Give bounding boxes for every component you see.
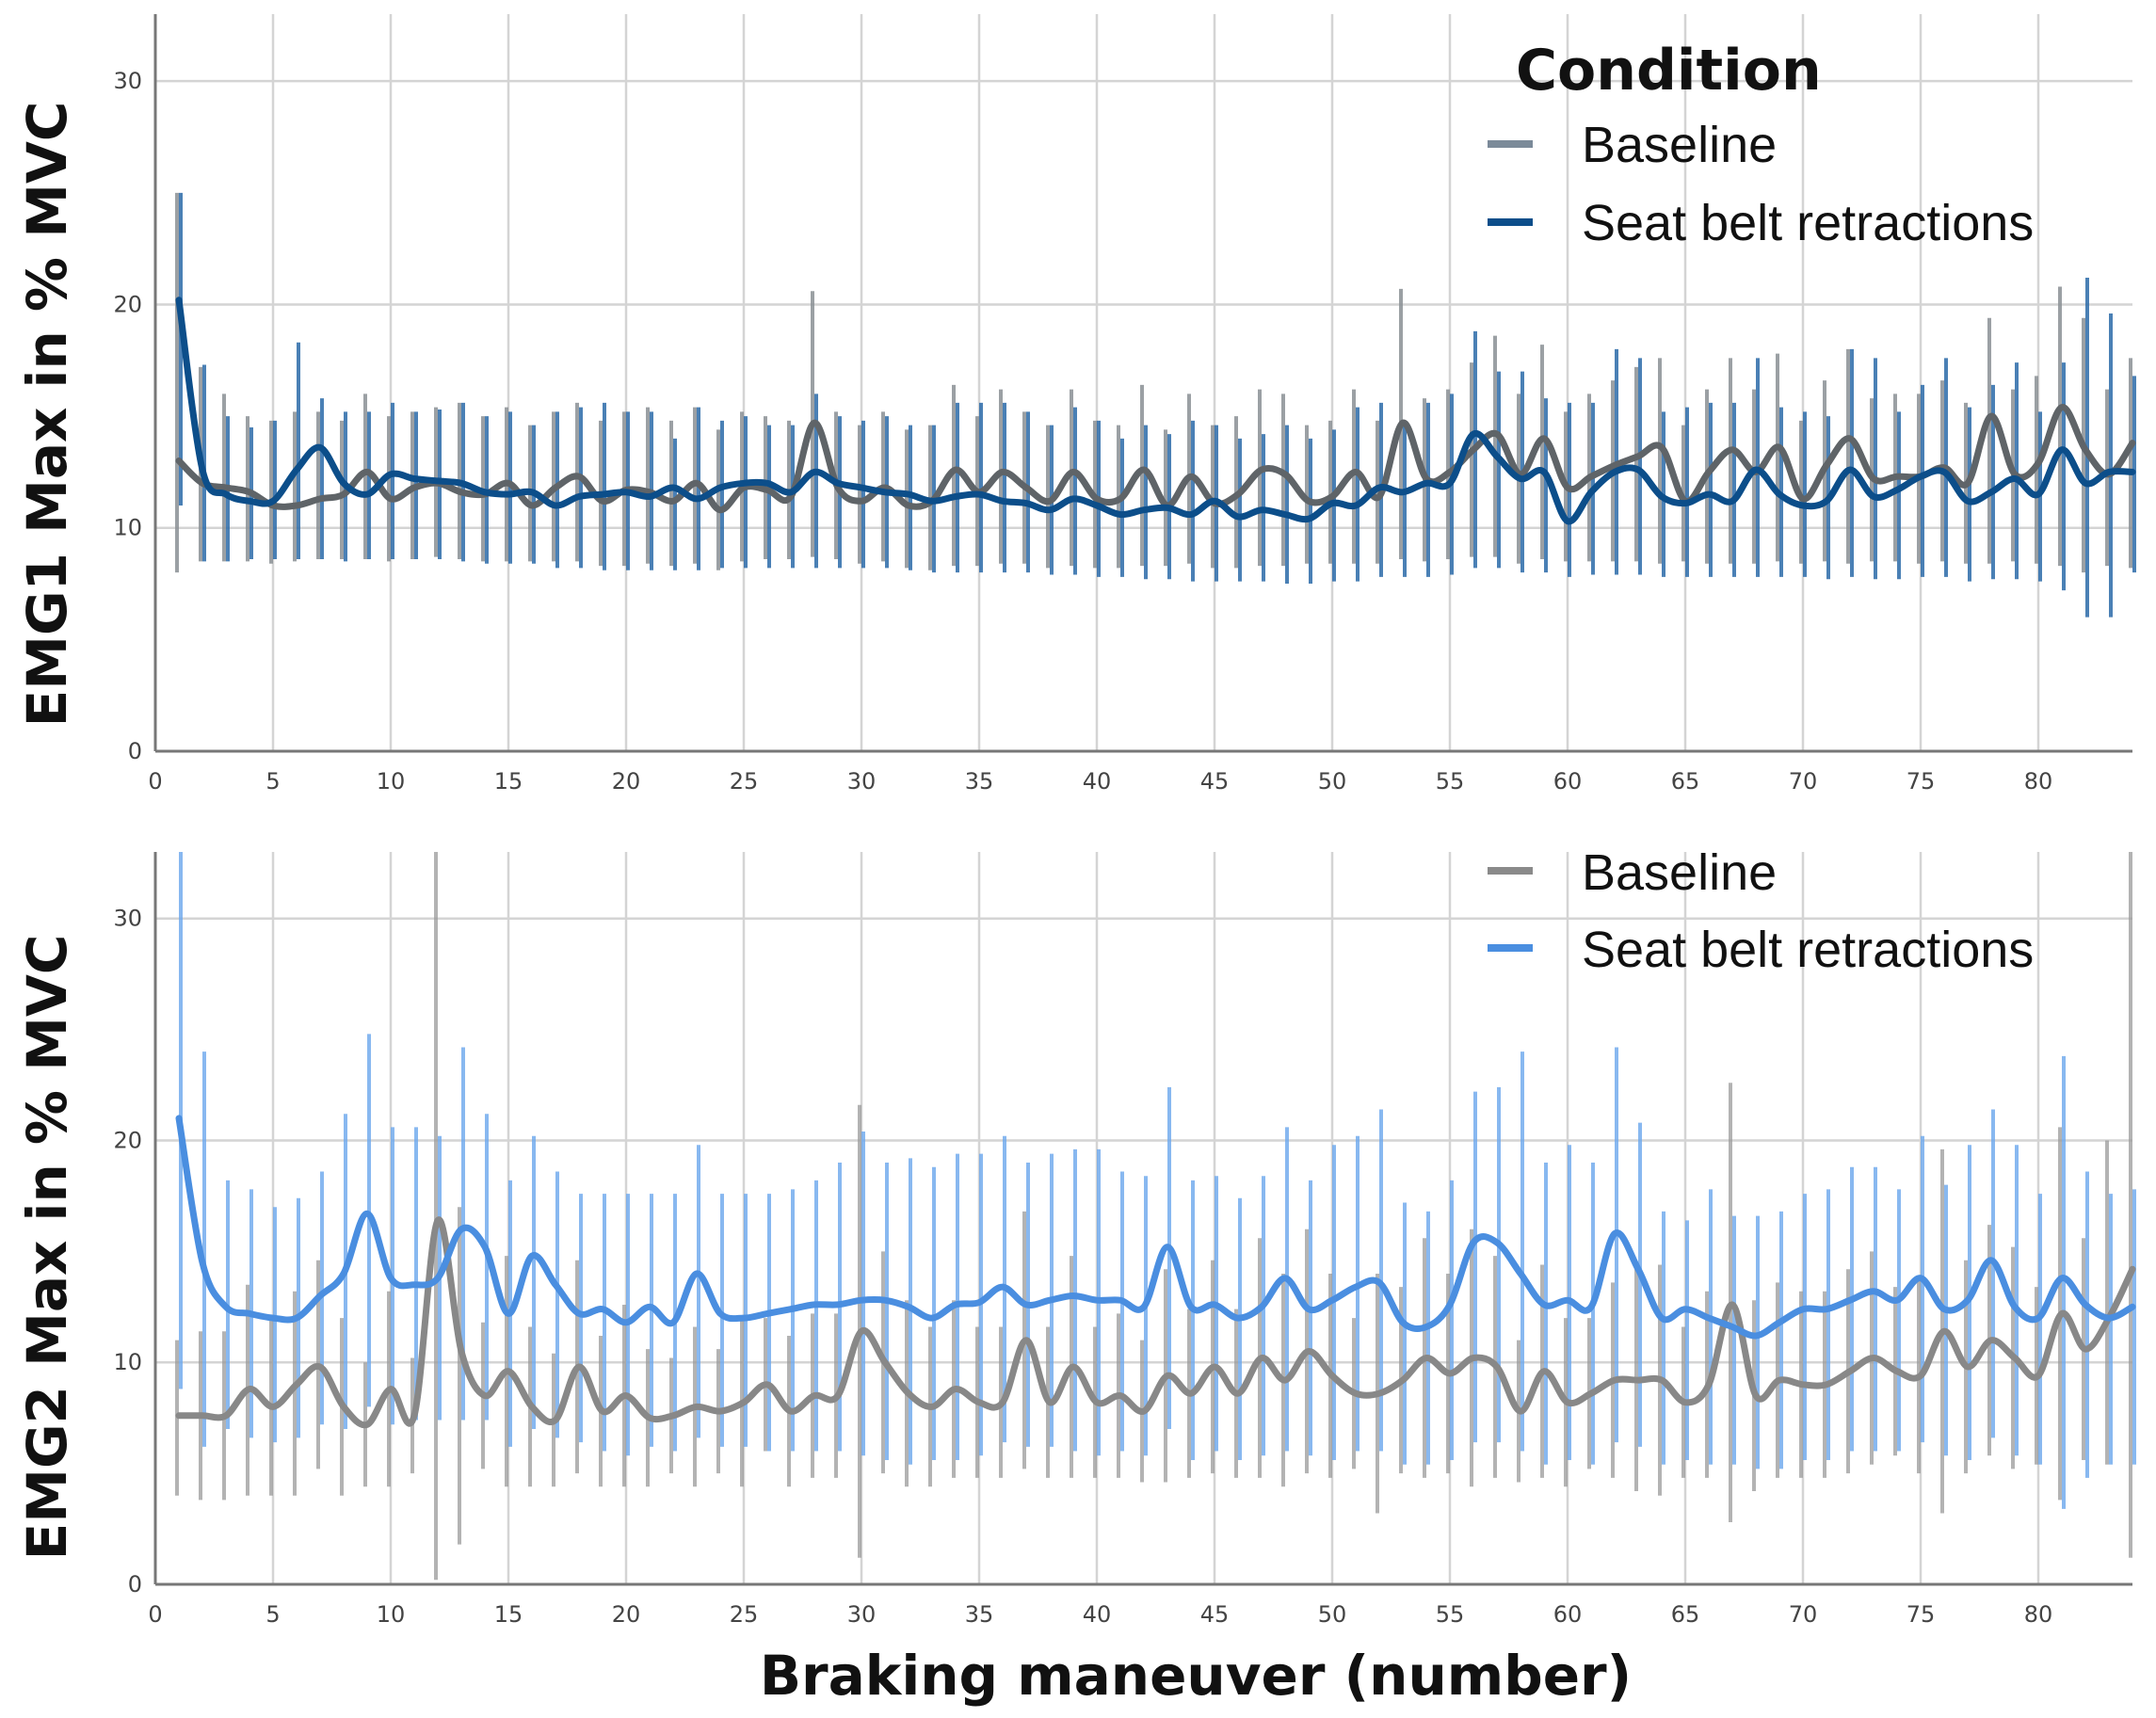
x-tick-label: 60	[1553, 768, 1583, 795]
series-line-seat-belt	[175, 297, 2136, 525]
x-tick-label: 80	[2024, 768, 2053, 795]
x-tick-label: 65	[1671, 1601, 1700, 1628]
x-tick-label: 75	[1907, 1601, 1936, 1628]
x-tick-label: 50	[1318, 1601, 1347, 1628]
x-tick-label: 5	[265, 768, 280, 795]
y-tick-label: 10	[113, 515, 142, 541]
legend-label-baseline: Baseline	[1582, 117, 1777, 173]
x-tick-label: 20	[612, 1601, 641, 1628]
x-tick-label: 10	[377, 1601, 406, 1628]
y-tick-label: 0	[128, 1571, 142, 1598]
x-tick-label: 60	[1553, 1601, 1583, 1628]
y-axis-label: EMG1 Max in % MVC	[15, 102, 79, 728]
x-tick-label: 65	[1671, 768, 1700, 795]
x-tick-label: 55	[1436, 768, 1465, 795]
error-bars	[175, 192, 2136, 618]
x-tick-label: 10	[377, 768, 406, 795]
x-tick-label: 80	[2024, 1601, 2053, 1628]
x-tick-label: 35	[965, 768, 994, 795]
series-line-seat-belt	[175, 1115, 2136, 1340]
x-tick-label: 0	[148, 1601, 162, 1628]
legend: Condition Baseline Seat belt retractions	[1488, 38, 2034, 251]
y-tick-labels: 0 10 20 30	[113, 906, 142, 1598]
legend-label-baseline: Baseline	[1582, 844, 1777, 901]
legend: Baseline Seat belt retractions	[1488, 844, 2034, 978]
y-axis-label: EMG2 Max in % MVC	[15, 935, 79, 1561]
legend-label-seat-belt: Seat belt retractions	[1582, 922, 2034, 978]
axes	[153, 14, 2132, 753]
x-tick-label: 55	[1436, 1601, 1465, 1628]
x-tick-label: 25	[730, 1601, 759, 1628]
x-tick-label: 70	[1789, 1601, 1818, 1628]
y-tick-label: 0	[128, 738, 142, 764]
panel-emg2: 0 5 10 15 20 25 30 35 40 45 50 55 60 65 70 75 80 0 10 20 30…	[15, 844, 2136, 1628]
x-tick-label: 20	[612, 768, 641, 795]
x-tick-label: 40	[1083, 768, 1112, 795]
x-tick-label: 0	[148, 768, 162, 795]
y-tick-label: 10	[113, 1349, 142, 1375]
x-axis-label: Braking maneuver (number)	[760, 1644, 1632, 1708]
x-tick-label: 25	[730, 768, 759, 795]
x-tick-label: 45	[1200, 1601, 1230, 1628]
x-tick-label: 35	[965, 1601, 994, 1628]
series-line-baseline	[175, 404, 2136, 514]
x-tick-label: 15	[494, 1601, 523, 1628]
x-tick-label: 15	[494, 768, 523, 795]
x-tick-label: 30	[847, 768, 877, 795]
x-tick-label: 75	[1907, 768, 1936, 795]
series-line-baseline	[175, 1216, 2136, 1429]
y-tick-label: 30	[113, 68, 142, 94]
legend-title: Condition	[1516, 38, 1822, 104]
x-tick-label: 5	[265, 1601, 280, 1628]
x-tick-labels: 0 5 10 15 20 25 30 35 40 45 50 55 60 65 70 75 80	[148, 768, 2052, 795]
x-tick-label: 40	[1083, 1601, 1112, 1628]
y-tick-label: 30	[113, 906, 142, 932]
y-tick-label: 20	[113, 291, 142, 317]
grid-lines	[153, 14, 2132, 753]
legend-label-seat-belt: Seat belt retractions	[1582, 195, 2034, 251]
y-tick-label: 20	[113, 1127, 142, 1153]
x-tick-label: 50	[1318, 768, 1347, 795]
axes	[153, 852, 2132, 1586]
panel-emg1: 0 5 10 15 20 25 30 35 40 45 50 55 60 65 70 75 80 0 10 20 30…	[15, 14, 2136, 795]
x-tick-label: 70	[1789, 768, 1818, 795]
y-tick-labels: 0 10 20 30	[113, 68, 142, 764]
x-tick-label: 45	[1200, 768, 1230, 795]
x-tick-labels: 0 5 10 15 20 25 30 35 40 45 50 55 60 65 70 75 80	[148, 1601, 2052, 1628]
series-lines	[175, 297, 2136, 525]
x-tick-label: 30	[847, 1601, 877, 1628]
series-lines	[175, 1115, 2136, 1429]
